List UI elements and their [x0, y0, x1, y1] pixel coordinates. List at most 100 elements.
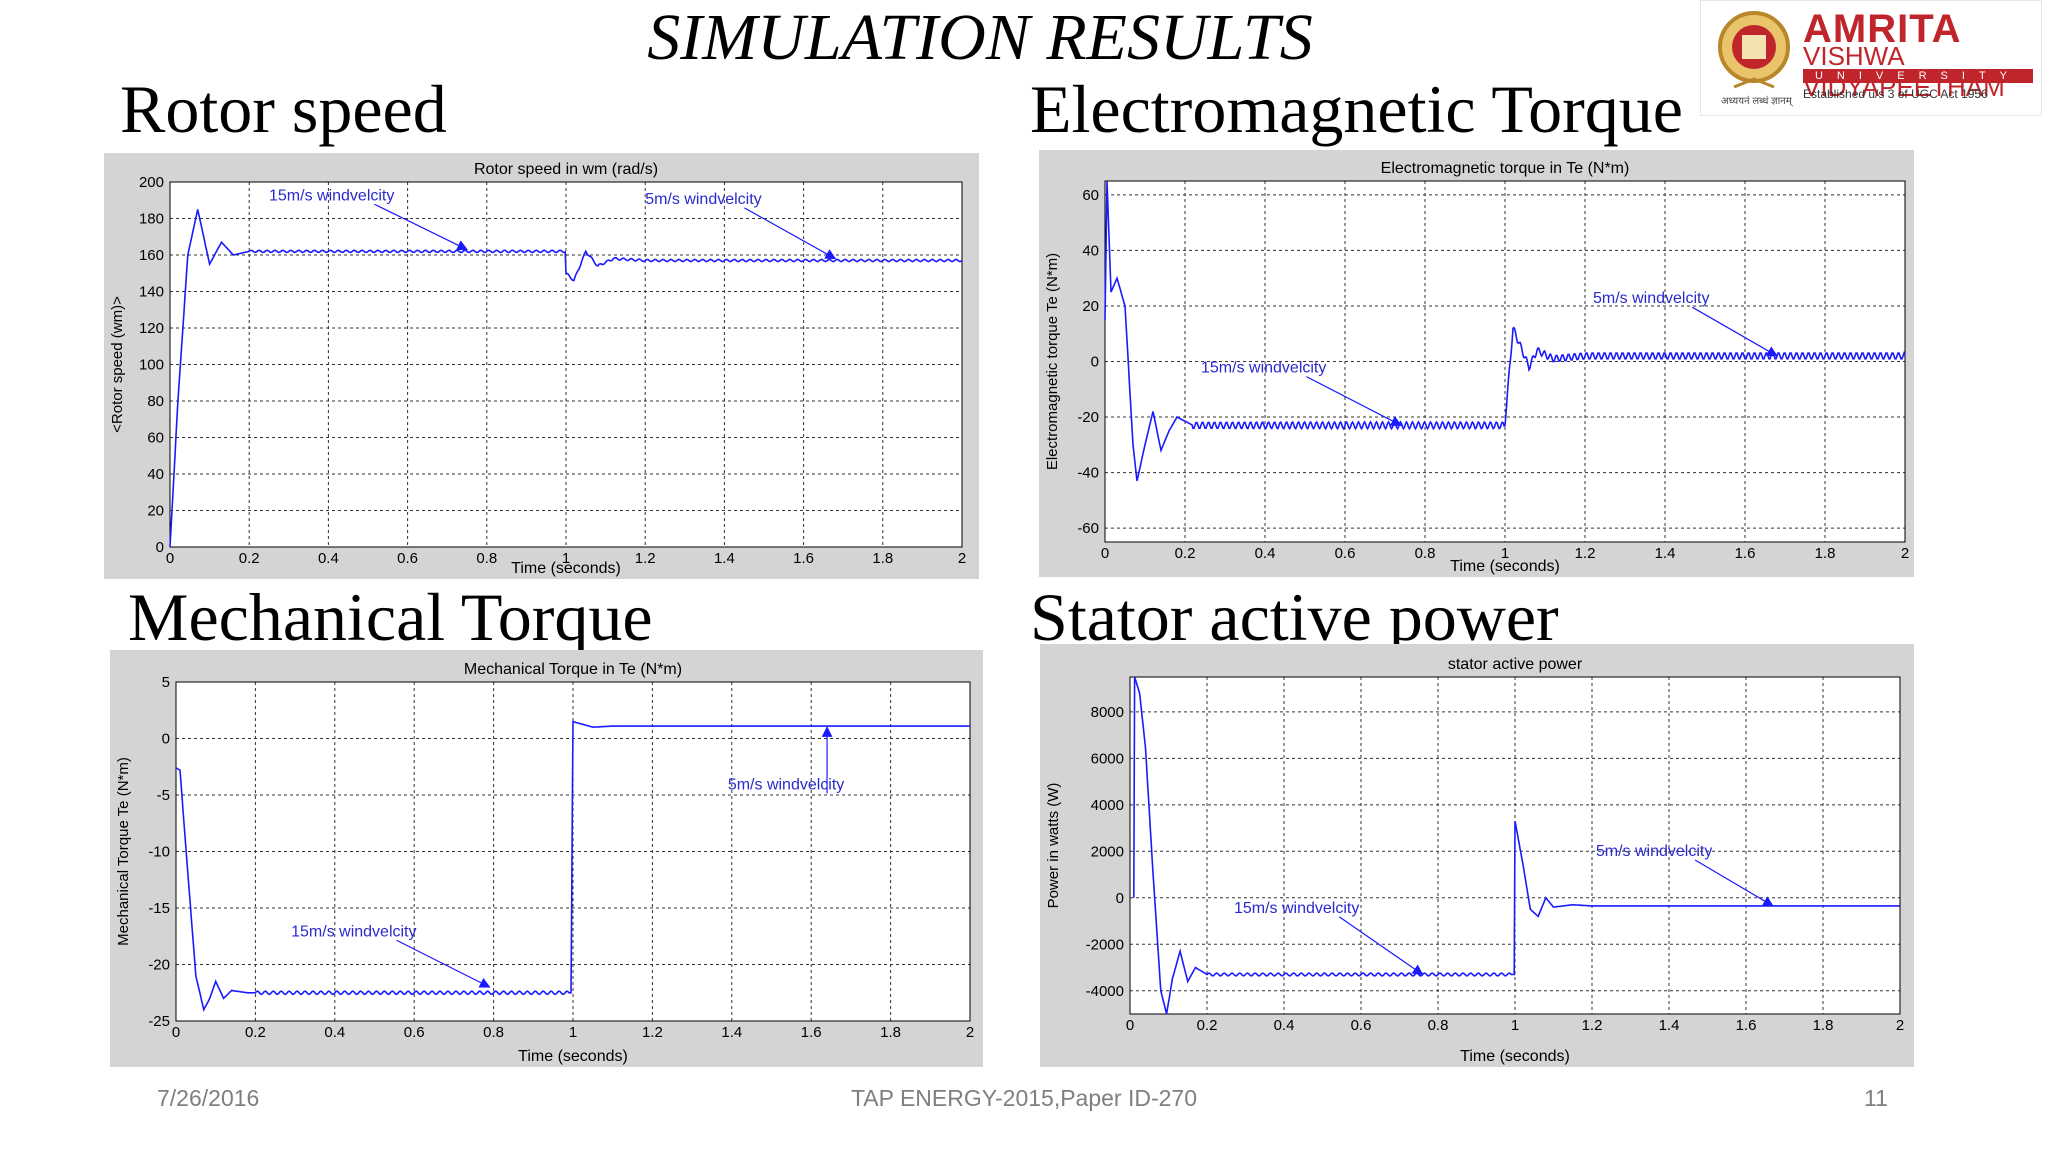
y-axis-label: <Rotor speed (wm)>	[109, 296, 126, 433]
x-tick-label: 0.8	[476, 550, 497, 567]
y-tick-label: 6000	[1091, 750, 1124, 767]
plot-frame	[175, 681, 971, 1022]
y-tick-label: 20	[147, 503, 164, 520]
y-tick-label: -2000	[1086, 936, 1124, 953]
annotation-arrow	[1306, 376, 1402, 426]
chart-svg: 0 0.2 0.4 0.6 0.8 1 1.2 1.4 1.6 1.8 2 -60 -40 -20 0 20 4…	[1039, 150, 1914, 577]
x-tick-label: 2	[1901, 545, 1909, 562]
x-axis-label: Time (seconds)	[511, 560, 621, 577]
x-tick-label: 0.4	[324, 1024, 345, 1041]
y-axis-label: Power in watts (W)	[1045, 783, 1062, 909]
x-tick-label: 1.8	[1813, 1017, 1834, 1034]
y-tick-label: 180	[139, 211, 164, 228]
y-tick-label: -60	[1077, 520, 1099, 537]
x-tick-label: 1	[1501, 545, 1509, 562]
footer-date: 7/26/2016	[157, 1085, 260, 1111]
x-tick-label: 0.6	[404, 1024, 425, 1041]
x-tick-label: 1.6	[1735, 545, 1756, 562]
x-tick-label: 2	[958, 550, 966, 567]
logo-name: AMRITA	[1803, 7, 1962, 51]
chart-title: stator active power	[1448, 656, 1583, 673]
annotation-label: 5m/s windvelcity	[728, 776, 844, 793]
stator-power-chart: 0 0.2 0.4 0.6 0.8 1 1.2 1.4 1.6 1.8 2 -4000 -2000 0 20…	[1040, 644, 1914, 1067]
x-tick-label: 2	[1896, 1017, 1904, 1034]
x-tick-label: 1.4	[714, 550, 735, 567]
y-tick-label: 80	[147, 393, 164, 410]
x-tick-label: 1.8	[872, 550, 893, 567]
y-tick-label: 0	[162, 731, 170, 748]
plot-frame	[1104, 180, 1906, 543]
x-tick-label: 1.2	[1582, 1017, 1603, 1034]
y-tick-label: -5	[157, 787, 170, 804]
y-tick-label: 60	[1082, 187, 1099, 204]
y-tick-label: -10	[148, 844, 170, 861]
annotation-arrow	[1694, 859, 1774, 907]
annotation-arrow	[1691, 306, 1778, 357]
series-line	[1104, 180, 1906, 482]
y-tick-label: 140	[139, 284, 164, 301]
plot-frame	[169, 181, 963, 548]
y-tick-label: 100	[139, 357, 164, 374]
logo-established: Established u/s 3 of UGC Act 1956	[1803, 87, 1988, 101]
y-tick-label: 0	[1091, 354, 1099, 371]
x-tick-label: 1	[569, 1024, 577, 1041]
y-tick-label: 2000	[1091, 843, 1124, 860]
y-tick-label: 40	[147, 466, 164, 483]
chart-title: Electromagnetic torque in Te (N*m)	[1381, 160, 1630, 177]
footer-center: TAP ENERGY-2015,Paper ID-270	[850, 1085, 1198, 1111]
y-tick-label: 5	[162, 674, 170, 691]
series-line	[169, 209, 963, 548]
logo-band: UNIVERSITY	[1803, 69, 2033, 83]
x-axis-label: Time (seconds)	[1450, 558, 1560, 575]
x-tick-label: 0.8	[483, 1024, 504, 1041]
x-tick-label: 2	[966, 1024, 974, 1041]
chart-title: Mechanical Torque in Te (N*m)	[464, 661, 682, 678]
y-tick-label: 40	[1082, 242, 1099, 259]
x-tick-label: 1	[1511, 1017, 1519, 1034]
section-title-em-torque: Electromagnetic Torque	[1030, 71, 1683, 147]
annotation-label: 15m/s windvelcity	[1234, 900, 1359, 917]
x-tick-label: 0	[166, 550, 174, 567]
y-tick-label: 60	[147, 430, 164, 447]
university-seal-icon	[1718, 11, 1790, 89]
y-tick-label: 8000	[1091, 704, 1124, 721]
x-tick-label: 0	[172, 1024, 180, 1041]
y-tick-label: 0	[156, 539, 164, 556]
y-tick-label: 160	[139, 247, 164, 264]
annotation-label: 5m/s windvelcity	[645, 191, 761, 208]
logo-motto: अध्ययनं लब्धं ज्ञानम्	[1721, 96, 1792, 107]
x-tick-label: 1.4	[1659, 1017, 1680, 1034]
series-line	[175, 720, 970, 1012]
x-tick-label: 0.8	[1428, 1017, 1449, 1034]
chart-svg: 0 0.2 0.4 0.6 0.8 1 1.2 1.4 1.6 1.8 2 -25 -20 -15 -10 -…	[110, 650, 983, 1067]
em-torque-chart: 0 0.2 0.4 0.6 0.8 1 1.2 1.4 1.6 1.8 2 -60 -40 -20 0 20 4…	[1039, 150, 1914, 577]
y-axis-label: Mechanical Torque Te (N*m)	[115, 757, 132, 946]
annotation-label: 15m/s windvelcity	[1201, 360, 1326, 377]
y-tick-label: -4000	[1086, 983, 1124, 1000]
university-logo: AMRITA VISHWA VIDYAPEETHAM UNIVERSITY Es…	[1700, 0, 2042, 116]
section-title-stator-power: Stator active power	[1030, 579, 1559, 655]
x-tick-label: 0.2	[239, 550, 260, 567]
annotation-label: 15m/s windvelcity	[269, 187, 394, 204]
x-tick-label: 1.4	[721, 1024, 742, 1041]
x-tick-label: 1.4	[1655, 545, 1676, 562]
x-tick-label: 0.4	[318, 550, 339, 567]
x-tick-label: 0.6	[397, 550, 418, 567]
y-tick-label: 20	[1082, 298, 1099, 315]
x-tick-label: 1.6	[793, 550, 814, 567]
annotation-label: 5m/s windvelcity	[1593, 290, 1709, 307]
x-tick-label: 0	[1101, 545, 1109, 562]
chart-svg: 0 0.2 0.4 0.6 0.8 1 1.2 1.4 1.6 1.8 2 -4000 -2000 0 20…	[1040, 644, 1914, 1067]
y-tick-label: 4000	[1091, 797, 1124, 814]
x-axis-label: Time (seconds)	[518, 1048, 628, 1065]
section-title-mech-torque: Mechanical Torque	[128, 579, 653, 655]
y-axis-label: Electromagnetic torque Te (N*m)	[1044, 253, 1061, 470]
plot-frame	[1129, 676, 1901, 1015]
y-tick-label: 0	[1116, 890, 1124, 907]
x-tick-label: 1.8	[1815, 545, 1836, 562]
x-tick-label: 0.4	[1255, 545, 1276, 562]
footer-page: 11	[1864, 1085, 1888, 1111]
y-tick-label: 200	[139, 174, 164, 191]
x-tick-label: 1.6	[801, 1024, 822, 1041]
x-tick-label: 0.2	[1197, 1017, 1218, 1034]
